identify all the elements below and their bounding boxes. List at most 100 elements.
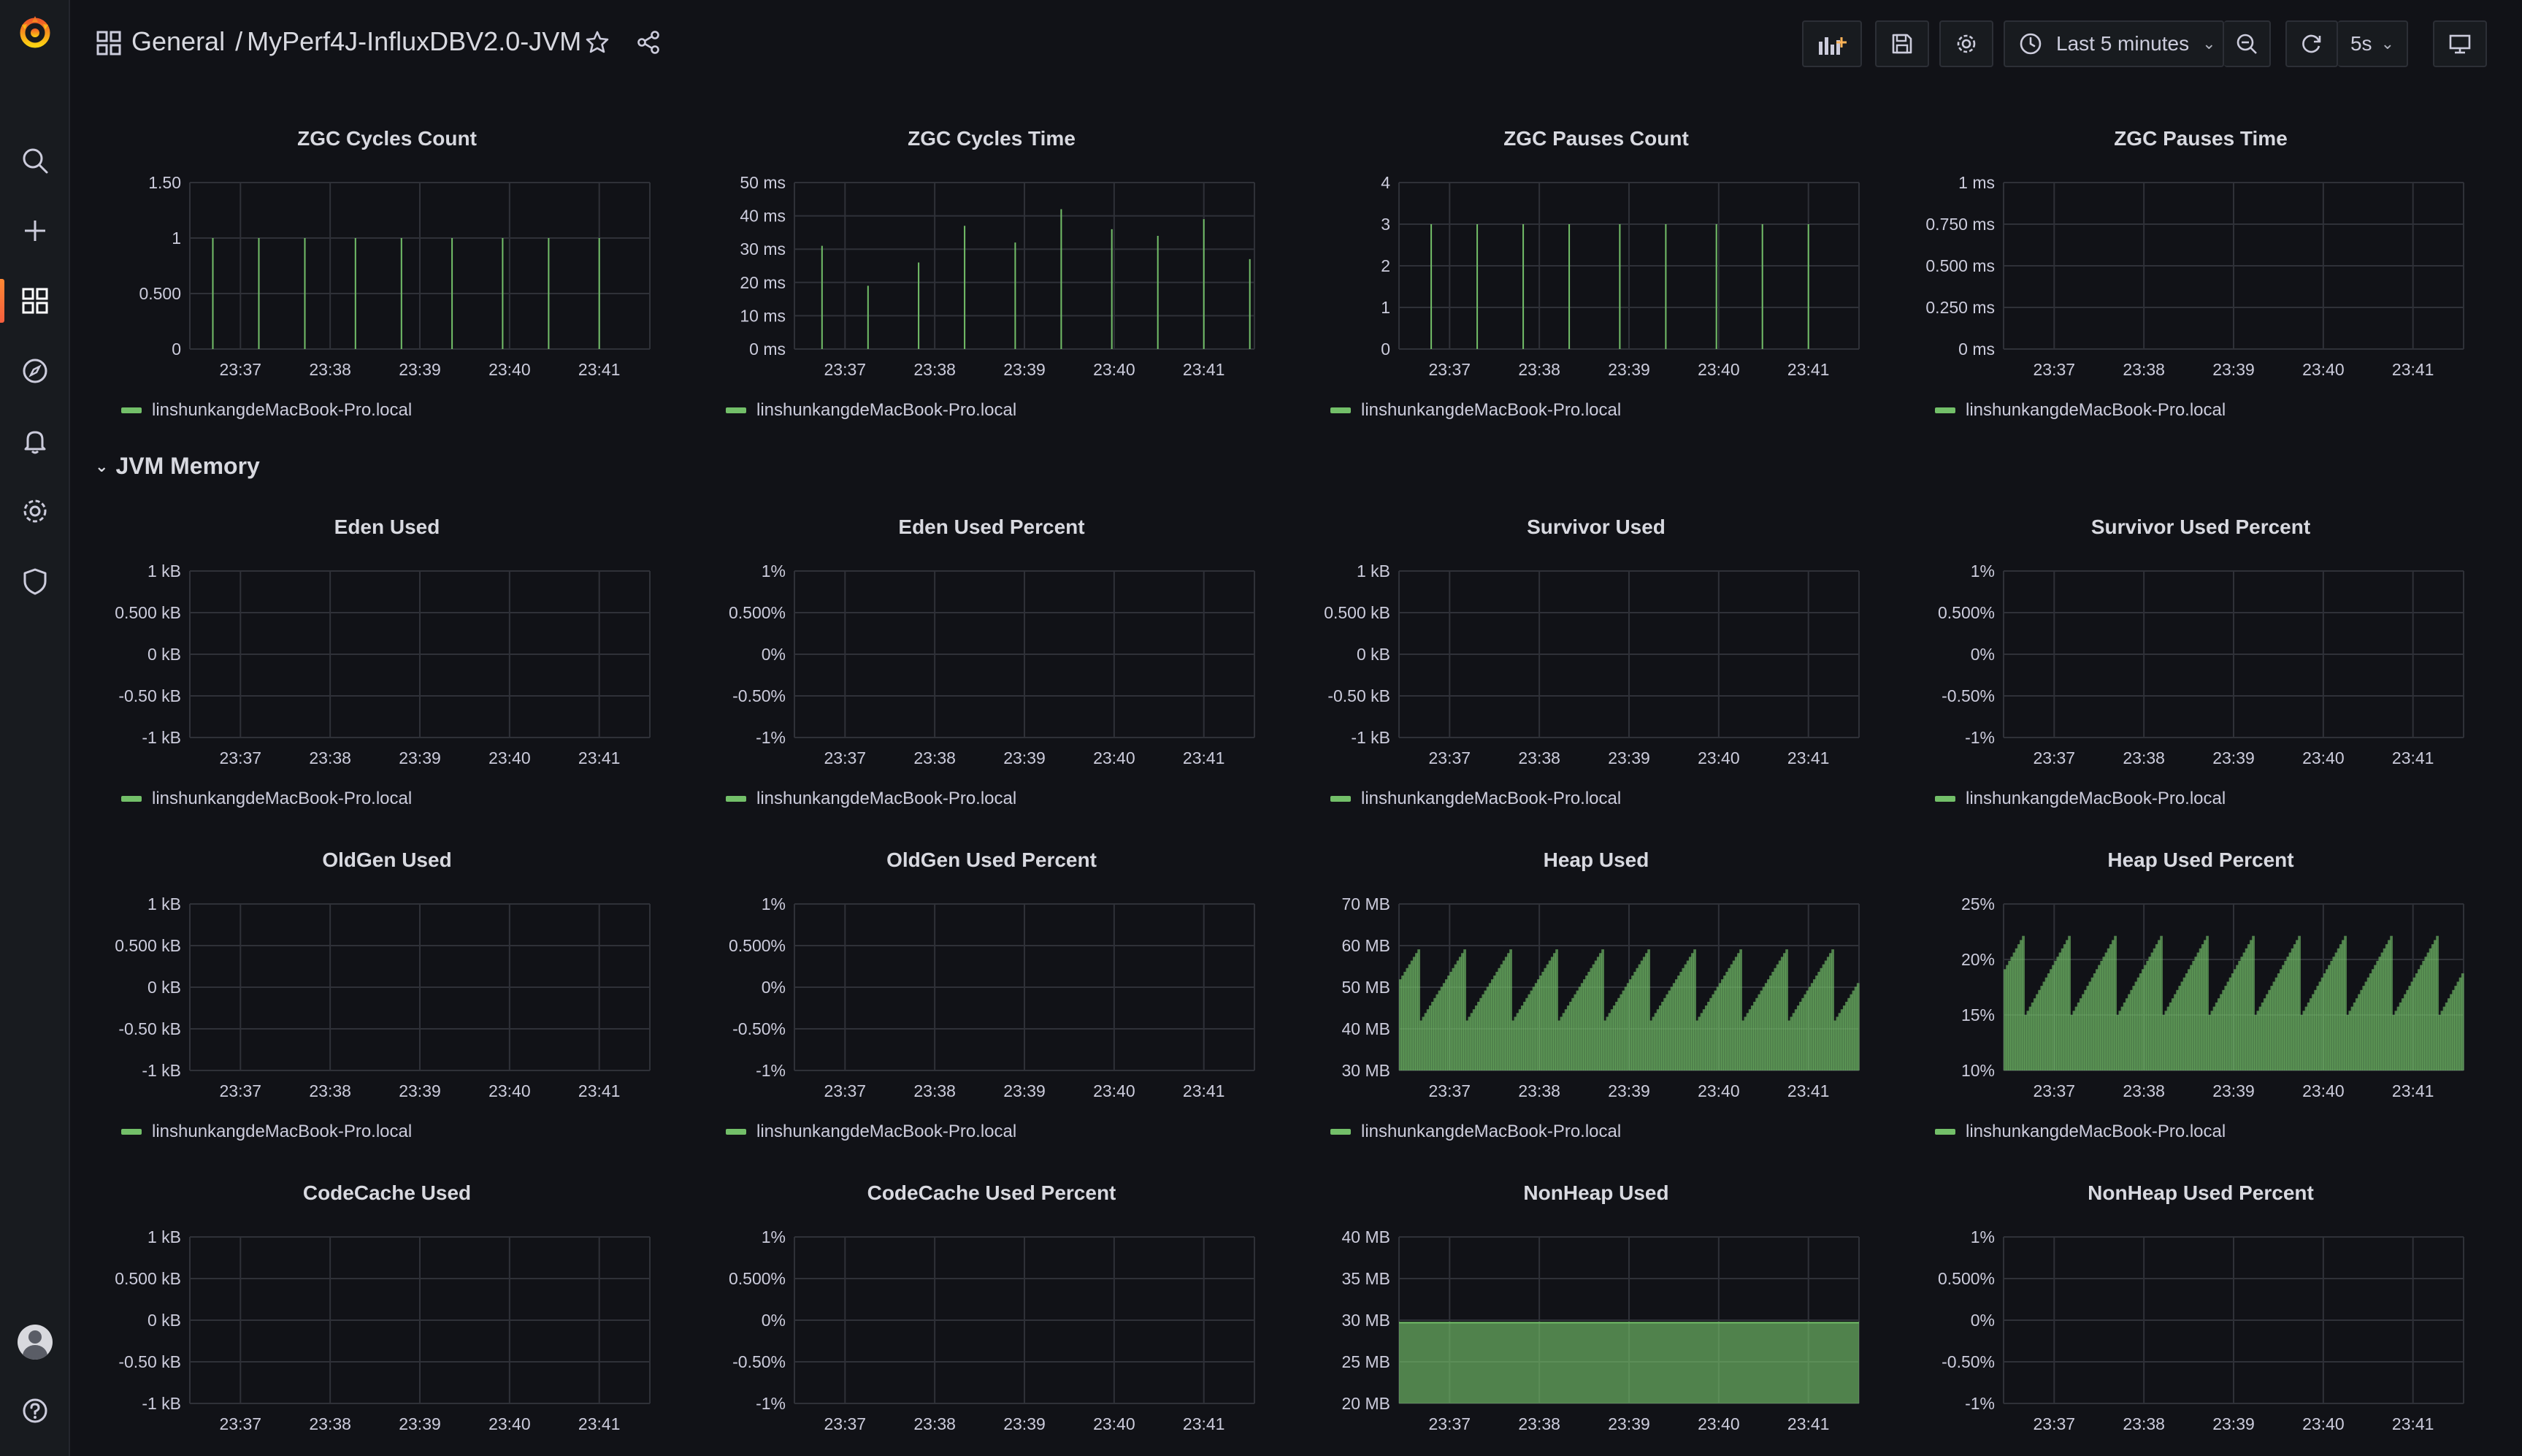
panel-title[interactable]: NonHeap Used Percent — [2088, 1181, 2314, 1204]
legend-item[interactable]: linshunkangdeMacBook-Pro.local — [1330, 400, 1621, 421]
chart-survivor-used[interactable]: 1 kB 0.500 kB 0 kB -0.50 kB -1 kB 23:37 23:38 2… — [1311, 549, 1881, 812]
panel-eden-used[interactable]: Eden Used 1 kB 0.500 kB 0 kB -0.50 kB -1 kB 23… — [102, 513, 672, 819]
add-panel-button[interactable] — [1802, 20, 1862, 67]
x-tick-label: 23:37 — [1429, 360, 1471, 379]
legend-item[interactable]: linshunkangdeMacBook-Pro.local — [121, 1122, 412, 1142]
grafana-logo-icon[interactable] — [16, 13, 54, 51]
zoom-out-button[interactable] — [2224, 20, 2271, 67]
chart-zgc-cycles-count[interactable]: 1.50 1 0.500 0 23:37 23:38 23:39 23:40 23:41 — [102, 161, 672, 424]
area-bar — [2162, 1015, 2166, 1070]
y-tick-label: 0.500 kB — [1324, 603, 1390, 622]
area-bar — [2323, 973, 2326, 1070]
panel-nonheap-used-percent[interactable]: NonHeap Used Percent 1% 0.500% 0% -0.50% -1% 2… — [1916, 1179, 2485, 1456]
panel-title[interactable]: Eden Used Percent — [898, 516, 1085, 538]
share-icon[interactable] — [635, 29, 662, 55]
panel-codecache-used[interactable]: CodeCache Used 1 kB 0.500 kB 0 kB -0.50 kB -1… — [102, 1179, 672, 1456]
panel-title[interactable]: OldGen Used — [322, 848, 452, 871]
legend-item[interactable]: linshunkangdeMacBook-Pro.local — [121, 1455, 412, 1456]
legend-item[interactable]: linshunkangdeMacBook-Pro.local — [1330, 1455, 1621, 1456]
chart-survivor-used-percent[interactable]: 1% 0.500% 0% -0.50% -1% 23:37 23:38 23:39 23:40 2… — [1916, 549, 2485, 812]
panel-eden-used-percent[interactable]: Eden Used Percent 1% 0.500% 0% -0.50% -1% 23:3… — [707, 513, 1276, 819]
legend-item[interactable]: linshunkangdeMacBook-Pro.local — [121, 400, 412, 421]
search-icon[interactable] — [0, 131, 70, 190]
panel-title[interactable]: ZGC Pauses Time — [2114, 127, 2288, 150]
legend-item[interactable]: linshunkangdeMacBook-Pro.local — [1330, 1122, 1621, 1142]
area-bar — [2307, 1002, 2310, 1070]
panel-title[interactable]: ZGC Cycles Count — [297, 127, 477, 150]
legend-item[interactable]: linshunkangdeMacBook-Pro.local — [1935, 1455, 2226, 1456]
panel-title[interactable]: Survivor Used Percent — [2090, 516, 2311, 538]
chart-heap-used-percent[interactable]: 25% 20% 15% 10% 23:37 23:38 23:39 23:40 23:41 — [1916, 882, 2485, 1145]
x-tick-label: 23:39 — [399, 360, 441, 379]
panel-title[interactable]: Survivor Used — [1527, 516, 1666, 538]
help-icon[interactable] — [0, 1382, 70, 1440]
chart-zgc-pauses-count[interactable]: 4 3 2 1 0 23:37 23:38 23:39 23:40 23:41 — [1311, 161, 1881, 424]
tv-mode-button[interactable] — [2433, 20, 2487, 67]
panel-nonheap-used[interactable]: NonHeap Used 40 MB 35 MB 30 MB 25 MB 20 MB 23:… — [1311, 1179, 1881, 1456]
legend-item[interactable]: linshunkangdeMacBook-Pro.local — [726, 400, 1016, 421]
chart-eden-used[interactable]: 1 kB 0.500 kB 0 kB -0.50 kB -1 kB 23:37 23:38 2… — [102, 549, 672, 812]
panel-title[interactable]: NonHeap Used — [1523, 1181, 1669, 1204]
chart-codecache-used-percent[interactable]: 1% 0.500% 0% -0.50% -1% 23:37 23:38 23:39 23:40 2… — [707, 1215, 1276, 1456]
area-bar — [2434, 940, 2437, 1070]
area-bar — [1539, 976, 1542, 1070]
panel-oldgen-used[interactable]: OldGen Used 1 kB 0.500 kB 0 kB -0.50 kB -1 kB… — [102, 846, 672, 1152]
panel-survivor-used[interactable]: Survivor Used 1 kB 0.500 kB 0 kB -0.50 kB -1 … — [1311, 513, 1881, 819]
panel-title[interactable]: Heap Used — [1543, 848, 1649, 871]
create-plus-icon[interactable] — [0, 202, 70, 260]
row-header-jvm-memory[interactable]: ⌄ JVM Memory — [95, 453, 260, 480]
panel-oldgen-used-percent[interactable]: OldGen Used Percent 1% 0.500% 0% -0.50% -1% 23… — [707, 846, 1276, 1152]
panel-zgc-pauses-count[interactable]: ZGC Pauses Count 4 3 2 1 0 23:37 23:38 23:39 23:4… — [1311, 124, 1881, 431]
legend-item[interactable]: linshunkangdeMacBook-Pro.local — [726, 1122, 1016, 1142]
save-dashboard-button[interactable] — [1875, 20, 1929, 67]
panel-zgc-cycles-count[interactable]: ZGC Cycles Count 1.50 1 0.500 0 23:37 23:38 23:… — [102, 124, 672, 431]
configuration-gear-icon[interactable] — [0, 482, 70, 540]
refresh-button[interactable] — [2285, 20, 2338, 67]
dashboards-icon[interactable] — [0, 272, 70, 330]
chart-codecache-used[interactable]: 1 kB 0.500 kB 0 kB -0.50 kB -1 kB 23:37 23:38 2… — [102, 1215, 672, 1456]
panel-title[interactable]: ZGC Cycles Time — [908, 127, 1076, 150]
chart-oldgen-used[interactable]: 1 kB 0.500 kB 0 kB -0.50 kB -1 kB 23:37 23:38 2… — [102, 882, 672, 1145]
legend-item[interactable]: linshunkangdeMacBook-Pro.local — [1935, 789, 2226, 809]
legend-item[interactable]: linshunkangdeMacBook-Pro.local — [1935, 1122, 2226, 1142]
chart-eden-used-percent[interactable]: 1% 0.500% 0% -0.50% -1% 23:37 23:38 23:39 23:40 2… — [707, 549, 1276, 812]
chart-heap-used[interactable]: 70 MB 60 MB 50 MB 40 MB 30 MB 23:37 23:38 23:39… — [1311, 882, 1881, 1145]
panel-title[interactable]: OldGen Used Percent — [886, 848, 1097, 871]
panel-survivor-used-percent[interactable]: Survivor Used Percent 1% 0.500% 0% -0.50% -1%… — [1916, 513, 2485, 819]
time-range-picker[interactable]: Last 5 minutes ⌄ — [2004, 20, 2224, 67]
y-tick-label: 0.500 — [139, 284, 181, 303]
breadcrumb-folder[interactable]: General — [131, 26, 226, 56]
panel-codecache-used-percent[interactable]: CodeCache Used Percent 1% 0.500% 0% -0.50% -1… — [707, 1179, 1276, 1456]
area-bar — [1592, 964, 1595, 1070]
panel-title[interactable]: ZGC Pauses Count — [1503, 127, 1689, 150]
chart-nonheap-used[interactable]: 40 MB 35 MB 30 MB 25 MB 20 MB 23:37 23:38 23:39… — [1311, 1215, 1881, 1456]
panel-heap-used[interactable]: Heap Used 70 MB 60 MB 50 MB 40 MB 30 MB 23:37 2… — [1311, 846, 1881, 1152]
panel-title[interactable]: Heap Used Percent — [2107, 848, 2294, 871]
panel-title[interactable]: Eden Used — [334, 516, 440, 538]
panel-heap-used-percent[interactable]: Heap Used Percent 25% 20% 15% 10% 23:37 23:38 2… — [1916, 846, 2485, 1152]
panel-title[interactable]: CodeCache Used — [302, 1181, 472, 1204]
chart-zgc-cycles-time[interactable]: 50 ms 40 ms 30 ms 20 ms 10 ms 0 ms 23:37 23:38 2… — [707, 161, 1276, 424]
legend-item[interactable]: linshunkangdeMacBook-Pro.local — [726, 1455, 1016, 1456]
refresh-interval-picker[interactable]: 5s ⌄ — [2338, 20, 2408, 67]
star-favorite-icon[interactable] — [584, 29, 610, 55]
explore-compass-icon[interactable] — [0, 342, 70, 400]
legend-item[interactable]: linshunkangdeMacBook-Pro.local — [1935, 400, 2226, 421]
dashboard-settings-button[interactable] — [1939, 20, 1993, 67]
area-bar — [2390, 935, 2393, 1070]
chart-oldgen-used-percent[interactable]: 1% 0.500% 0% -0.50% -1% 23:37 23:38 23:39 23:40 2… — [707, 882, 1276, 1145]
alerting-bell-icon[interactable] — [0, 412, 70, 470]
legend-item[interactable]: linshunkangdeMacBook-Pro.local — [726, 789, 1016, 809]
legend-item[interactable]: linshunkangdeMacBook-Pro.local — [1330, 789, 1621, 809]
chart-nonheap-used-percent[interactable]: 1% 0.500% 0% -0.50% -1% 23:37 23:38 23:39 23:40 2… — [1916, 1215, 2485, 1456]
chart-zgc-pauses-time[interactable]: 1 ms 0.750 ms 0.500 ms 0.250 ms 0 ms 23:37 23:… — [1916, 161, 2485, 424]
area-bar — [2429, 948, 2432, 1070]
user-avatar[interactable] — [18, 1325, 53, 1360]
dashboard-title[interactable]: MyPerf4J-InfluxDBV2.0-JVM — [247, 26, 582, 56]
panel-zgc-pauses-time[interactable]: ZGC Pauses Time 1 ms 0.750 ms 0.500 ms 0.250… — [1916, 124, 2485, 431]
area-bar — [1576, 990, 1579, 1070]
panel-zgc-cycles-time[interactable]: ZGC Cycles Time 50 ms 40 ms 30 ms 20 ms 10 ms… — [707, 124, 1276, 431]
server-admin-shield-icon[interactable] — [0, 552, 70, 610]
legend-item[interactable]: linshunkangdeMacBook-Pro.local — [121, 789, 412, 809]
panel-title[interactable]: CodeCache Used Percent — [867, 1181, 1116, 1204]
